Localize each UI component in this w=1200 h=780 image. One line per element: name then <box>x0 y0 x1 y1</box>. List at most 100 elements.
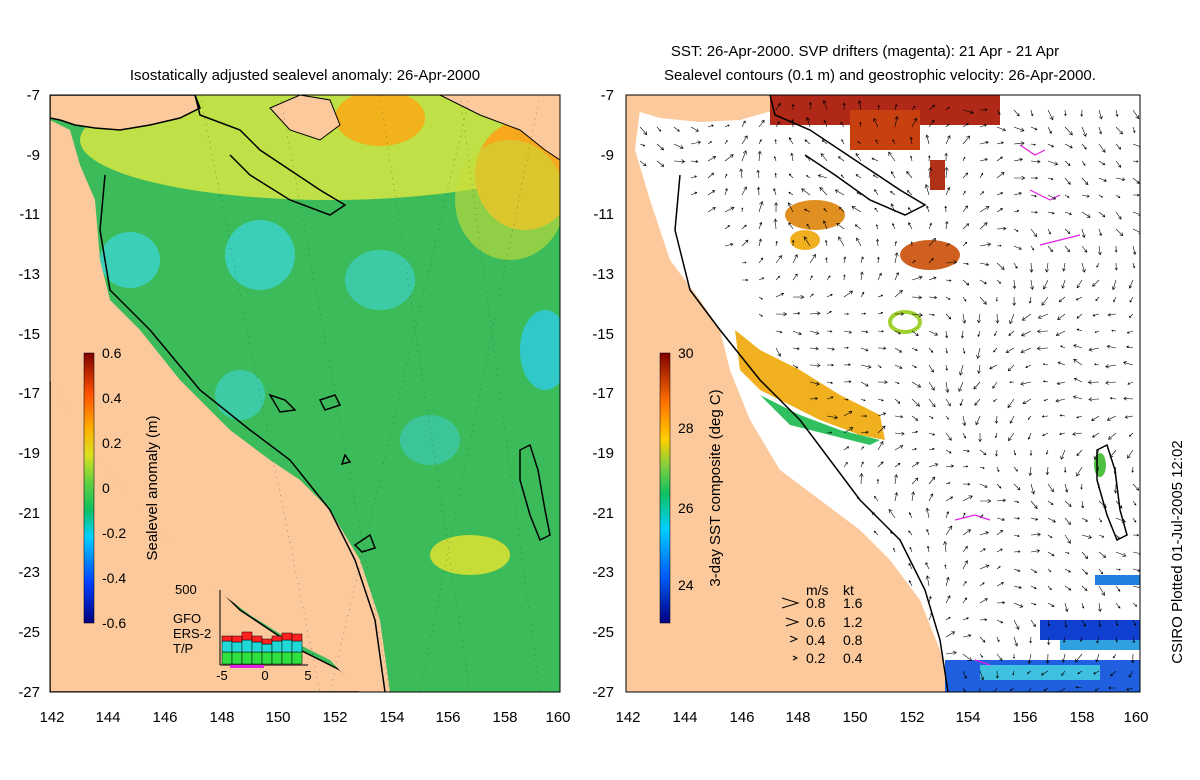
velocity-arrow <box>1076 328 1083 332</box>
velocity-arrow <box>945 415 949 420</box>
velocity-arrow <box>925 562 930 570</box>
velocity-arrow <box>1013 585 1022 589</box>
velocity-arrow <box>1087 380 1100 385</box>
velocity-arrow <box>979 598 988 604</box>
velocity-arrow <box>996 636 1000 643</box>
velocity-arrow <box>980 498 992 504</box>
inset-top-label: 500 <box>175 582 197 597</box>
left-cbar-tick: 0.2 <box>102 435 122 451</box>
velocity-arrow <box>855 174 862 179</box>
velocity-arrow <box>874 207 879 213</box>
velocity-arrow <box>893 547 896 553</box>
velocity-arrow <box>928 381 935 391</box>
velocity-arrow <box>1094 687 1100 691</box>
velocity-arrow <box>707 124 714 128</box>
velocity-arrow <box>1115 551 1127 557</box>
velocity-arrow <box>822 220 828 230</box>
velocity-legend-ms: 0.2 <box>806 650 826 666</box>
velocity-arrow <box>1098 602 1102 612</box>
left-x-tick: 148 <box>209 709 234 726</box>
velocity-arrow <box>890 191 896 196</box>
velocity-arrow <box>826 293 833 298</box>
velocity-arrow <box>1115 160 1122 168</box>
velocity-arrow <box>1106 344 1117 349</box>
velocity-arrow <box>756 186 761 196</box>
velocity-arrow <box>894 330 901 335</box>
velocity-arrow <box>1132 126 1136 134</box>
velocity-arrow <box>1013 109 1020 117</box>
velocity-arrow <box>979 158 988 162</box>
velocity-arrow <box>1030 210 1038 214</box>
velocity-arrow <box>962 262 969 265</box>
velocity-arrow <box>1132 228 1140 234</box>
velocity-arrow <box>690 191 698 196</box>
velocity-arrow <box>1020 381 1032 386</box>
velocity-arrow <box>962 617 969 621</box>
sst-patch-coral <box>785 200 845 230</box>
inset-bars <box>221 631 303 665</box>
velocity-arrow <box>1124 415 1134 419</box>
velocity-arrow <box>859 121 862 128</box>
right-y-tick: -23 <box>592 564 614 581</box>
right-x-axis: 142 144 146 148 150 152 154 156 158 160 <box>615 709 1148 726</box>
velocity-arrow <box>895 312 905 316</box>
velocity-arrow <box>787 202 794 213</box>
velocity-arrow <box>838 236 845 247</box>
velocity-arrow <box>1115 636 1118 643</box>
velocity-arrow <box>943 540 948 553</box>
velocity-arrow <box>1098 500 1107 508</box>
velocity-arrow <box>1126 687 1134 691</box>
velocity-arrow <box>945 347 948 354</box>
left-satellite-tracks <box>199 95 541 692</box>
velocity-arrow <box>928 364 934 373</box>
right-y-tick: -25 <box>592 624 614 641</box>
velocity-arrow <box>876 238 880 247</box>
velocity-arrow <box>739 168 744 179</box>
velocity-arrow <box>996 244 1002 247</box>
velocity-arrow <box>1092 313 1100 317</box>
sst-patch-south <box>945 575 1140 692</box>
velocity-arrow <box>928 104 936 111</box>
velocity-arrow <box>1047 500 1054 505</box>
velocity-arrow <box>992 381 998 389</box>
velocity-arrow <box>1081 619 1086 627</box>
right-y-tick: -7 <box>601 87 614 104</box>
left-y-tick: -17 <box>18 385 40 402</box>
velocity-arrow <box>1029 450 1033 456</box>
velocity-arrow <box>894 462 901 468</box>
velocity-legend-ms: 0.6 <box>806 614 826 630</box>
velocity-arrow <box>911 448 917 451</box>
right-x-tick: 146 <box>729 709 754 726</box>
velocity-arrow <box>996 548 1003 553</box>
velocity-arrow <box>877 346 887 350</box>
velocity-arrow <box>1132 143 1140 149</box>
velocity-arrow <box>639 143 646 147</box>
velocity-arrow <box>894 252 899 264</box>
velocity-arrow <box>911 398 920 407</box>
velocity-arrow <box>860 347 869 352</box>
velocity-arrow <box>1013 517 1020 520</box>
velocity-arrow <box>877 311 884 315</box>
right-x-tick: 150 <box>842 709 867 726</box>
velocity-arrow <box>806 175 811 179</box>
velocity-arrow <box>1057 313 1066 320</box>
velocity-arrow <box>1047 568 1052 573</box>
velocity-arrow <box>826 363 834 367</box>
velocity-arrow <box>656 160 665 167</box>
velocity-arrow <box>1013 228 1019 232</box>
velocity-arrow <box>1030 602 1037 606</box>
velocity-arrow <box>1109 397 1117 400</box>
velocity-arrow <box>809 293 814 298</box>
velocity-arrow <box>724 140 728 145</box>
right-new-caledonia <box>1096 443 1128 542</box>
velocity-arrow <box>1113 483 1118 494</box>
velocity-arrows <box>639 99 1140 692</box>
velocity-arrow <box>911 347 918 351</box>
velocity-arrow <box>1098 517 1102 523</box>
left-land-png <box>50 95 201 131</box>
velocity-arrow <box>792 330 802 336</box>
velocity-arrow <box>877 330 884 333</box>
velocity-arrow <box>656 143 665 151</box>
velocity-arrow <box>1081 126 1087 137</box>
velocity-arrow <box>690 175 698 179</box>
